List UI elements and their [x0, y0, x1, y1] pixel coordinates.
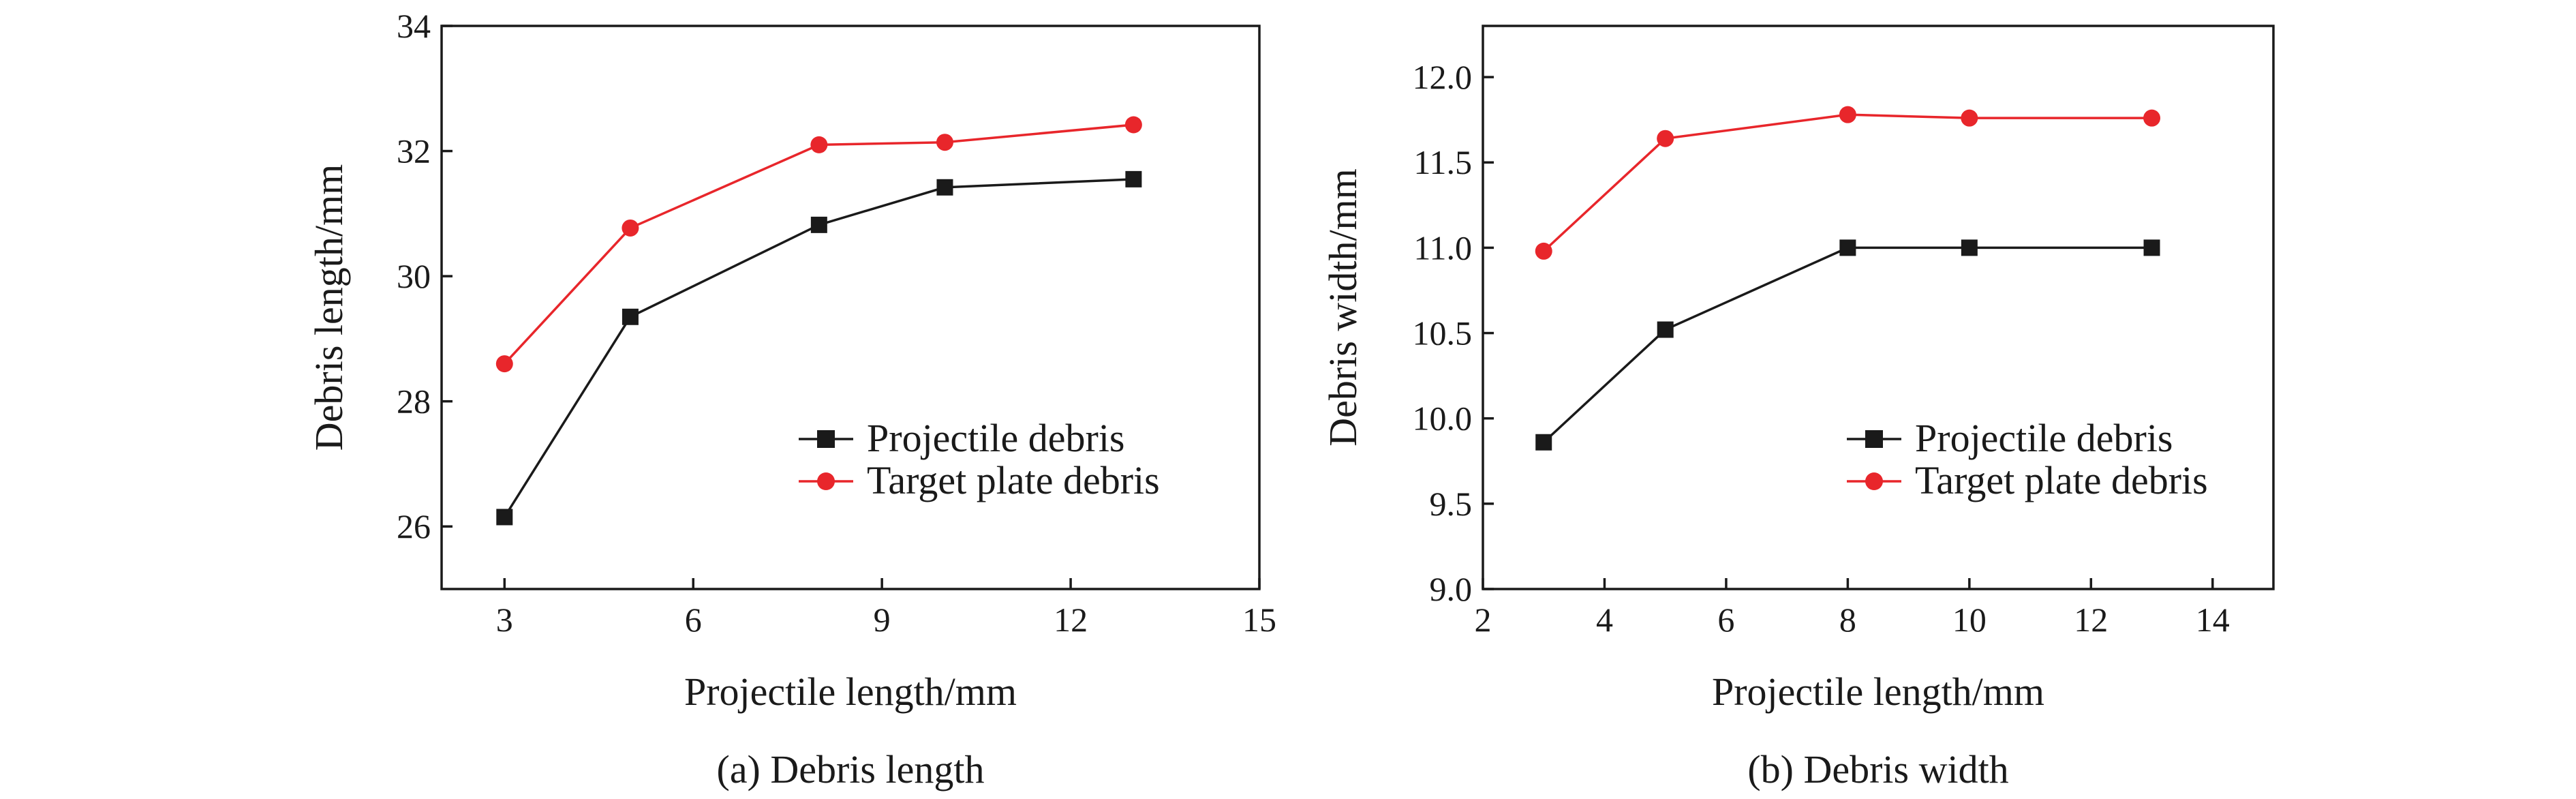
y-axis-label-a: Debris length/mm: [307, 164, 351, 451]
tick-group-b: 2 4 6 8 10 12 14 9.0 9.5 10.0 10.5 11.0 11.5 12.0: [1413, 58, 2230, 639]
y-tick-label-b: 12.0: [1413, 58, 1473, 96]
data-point-projectile-b: [1657, 321, 1674, 338]
x-tick-label-a: 15: [1242, 601, 1276, 639]
series-line-target-a: [504, 123, 1134, 365]
y-tick-label-b: 9.0: [1430, 570, 1473, 608]
caption-a: (a) Debris length: [717, 747, 985, 792]
legend-b: Projectile debris Target plate debris: [1847, 416, 2208, 502]
x-tick-label-a: 12: [1054, 601, 1088, 639]
y-axis-label-b: Debris width/mm: [1321, 168, 1365, 447]
chart-debris-width: 2 4 6 8 10 12 14 9.0 9.5 10.0 10.5 11.0 11.5 12.0 Pro…: [1321, 25, 2275, 792]
tick-group-a: 3 6 9 12 15 26 28 30 32 34: [397, 7, 1276, 639]
caption-b: (b) Debris width: [1747, 747, 2008, 792]
series-group-b: [1535, 106, 2161, 451]
x-tick-label-b: 4: [1596, 601, 1613, 639]
data-point-projectile-a: [810, 216, 827, 233]
data-point-target-b: [1535, 242, 1552, 260]
legend-marker-projectile-b: [1865, 430, 1883, 448]
data-point-target-a: [1124, 116, 1142, 134]
plot-frame-a: [440, 25, 1261, 590]
x-tick-label-b: 2: [1475, 601, 1492, 639]
y-tick-label-b: 11.0: [1413, 228, 1472, 267]
x-tick-label-a: 6: [685, 601, 702, 639]
y-tick-label-a: 28: [397, 382, 431, 421]
legend-marker-target-b: [1865, 472, 1883, 490]
data-point-target-b: [1657, 130, 1674, 147]
y-tick-label-b: 10.5: [1413, 314, 1473, 352]
series-line-projectile-b: [1543, 246, 2152, 444]
data-point-projectile-a: [936, 179, 953, 196]
x-tick-label-a: 9: [874, 601, 891, 639]
x-tick-label-b: 14: [2196, 601, 2230, 639]
data-point-target-a: [495, 355, 513, 373]
x-axis-label-b: Projectile length/mm: [1712, 669, 2044, 714]
legend-label-target-b: Target plate debris: [1915, 458, 2208, 502]
data-point-projectile-b: [1839, 239, 1856, 256]
data-point-target-a: [810, 136, 828, 153]
y-tick-label-b: 10.0: [1413, 400, 1473, 438]
series-line-target-b: [1543, 113, 2152, 252]
x-axis-label-a: Projectile length/mm: [684, 669, 1017, 714]
x-tick-label-b: 8: [1839, 601, 1856, 639]
legend-marker-projectile-a: [817, 430, 835, 448]
data-point-target-b: [1961, 109, 1978, 127]
legend-label-projectile-b: Projectile debris: [1915, 416, 2173, 460]
plot-frame-b: [1482, 25, 2275, 590]
x-tick-label-a: 3: [496, 601, 513, 639]
y-tick-label-a: 30: [397, 257, 431, 295]
legend-label-target-a: Target plate debris: [867, 458, 1160, 502]
data-point-projectile-a: [496, 509, 513, 526]
x-tick-label-b: 10: [1952, 601, 1987, 639]
data-point-target-b: [1839, 106, 1856, 123]
data-point-projectile-b: [1961, 239, 1978, 256]
data-point-projectile-b: [1535, 434, 1552, 451]
data-point-projectile-b: [2143, 239, 2160, 256]
y-tick-label-b: 9.5: [1430, 485, 1473, 523]
data-point-target-a: [936, 134, 953, 151]
legend-a: Projectile debris Target plate debris: [799, 416, 1160, 502]
x-tick-label-b: 12: [2074, 601, 2108, 639]
data-point-target-a: [622, 219, 639, 237]
chart-debris-length: 3 6 9 12 15 26 28 30 32 34 Projectile length/mm D…: [307, 7, 1276, 792]
data-point-projectile-a: [622, 308, 639, 325]
y-tick-label-a: 26: [397, 507, 431, 545]
y-tick-label-b: 11.5: [1413, 143, 1472, 181]
x-tick-label-b: 6: [1717, 601, 1734, 639]
legend-label-projectile-a: Projectile debris: [867, 416, 1125, 460]
legend-marker-target-a: [817, 472, 835, 490]
data-point-projectile-a: [1125, 170, 1142, 187]
y-tick-label-a: 34: [397, 7, 431, 45]
y-tick-label-a: 32: [397, 132, 431, 170]
series-group-a: [495, 116, 1142, 526]
data-point-target-b: [2143, 109, 2161, 127]
